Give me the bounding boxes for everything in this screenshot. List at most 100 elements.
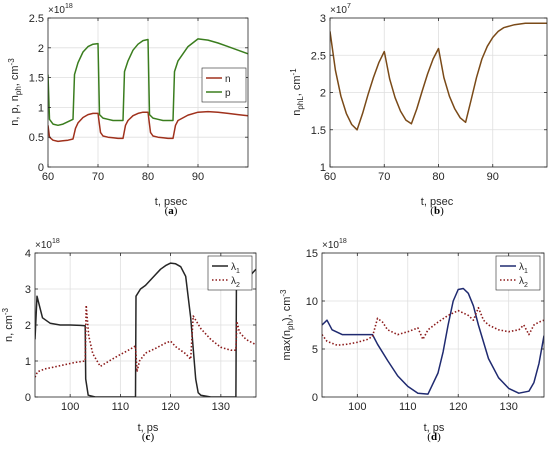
series-line-1 (35, 262, 256, 397)
panel-caption: (d) (427, 431, 441, 443)
y-tick-label: 5 (312, 344, 318, 356)
x-tick-label: 70 (378, 171, 390, 183)
y-tick-label: 1.5 (311, 125, 326, 137)
x-axis-label: t, psec (421, 196, 454, 208)
y-label-sup: -3 (1, 307, 10, 315)
x-tick-label: 60 (324, 171, 336, 183)
axis-exponent-power: 18 (52, 238, 60, 245)
panel-caption: (a) (165, 205, 178, 217)
y-tick-label: 10 (306, 296, 318, 308)
x-axis-label: t, psec (155, 196, 188, 208)
legend-label-1: λ1 (231, 262, 240, 275)
legend-subscript: 2 (236, 282, 240, 289)
y-tick-label: 2 (38, 43, 44, 55)
y-label-part: max(n (281, 330, 293, 361)
y-tick-label: 2 (25, 320, 31, 332)
y-label-part: n, cm (3, 315, 15, 342)
axis-exponent-base: ×10 (322, 240, 339, 251)
y-tick-label: 0 (38, 162, 44, 174)
caption-letter: d (431, 431, 437, 443)
axis-exponent-base: ×10 (48, 5, 65, 16)
y-label-sub: ph (14, 86, 23, 95)
series-line-2 (322, 306, 544, 346)
x-tick-label: 90 (192, 171, 204, 183)
caption-paren: ( (430, 205, 434, 217)
y-tick-label: 3 (25, 284, 31, 296)
chart-panel-d: 100 110 120 130 0 5 10 15 ×1018 t, ps max(nph), cm… (279, 238, 545, 443)
y-label-part: n (291, 110, 303, 116)
legend-symbol: λ (231, 276, 236, 287)
y-tick-label: 15 (306, 248, 318, 260)
legend-subscript: 1 (524, 268, 528, 275)
axis-exponent: ×1018 (48, 3, 73, 16)
legend-label-2: λ2 (519, 276, 528, 289)
y-tick-label: 1 (320, 162, 326, 174)
caption-paren: ( (427, 431, 431, 443)
axis-exponent: ×107 (330, 3, 351, 16)
series-line-1 (322, 287, 544, 395)
y-label-sup: -3 (279, 289, 288, 297)
x-tick-label: 110 (112, 401, 130, 413)
axis-exponent: ×1018 (35, 238, 60, 251)
legend: np (201, 67, 247, 103)
series-line-2 (48, 38, 248, 127)
y-label-sub: phL (296, 96, 305, 110)
caption-paren: ( (142, 431, 146, 443)
y-tick-label: 2.5 (29, 13, 44, 25)
x-tick-label: 80 (432, 171, 444, 183)
axis-exponent-base: ×10 (35, 240, 52, 251)
x-tick-label: 130 (500, 401, 518, 413)
caption-paren: ) (174, 205, 178, 217)
caption-paren: ( (165, 205, 169, 217)
y-tick-label: 4 (25, 248, 31, 260)
y-tick-label: 1.5 (29, 73, 44, 85)
caption-letter: c (146, 431, 151, 443)
y-tick-label: 0.5 (29, 132, 44, 144)
legend-label-1: n (225, 74, 231, 85)
y-label-sup: -3 (7, 58, 16, 66)
caption-paren: ) (150, 431, 154, 443)
x-tick-label: 130 (212, 401, 230, 413)
y-tick-label: 3 (320, 13, 326, 25)
y-axis-label: max(nph), cm-3 (279, 289, 295, 361)
caption-letter: b (434, 205, 440, 217)
panel-caption: (b) (430, 205, 444, 217)
x-tick-label: 60 (42, 171, 54, 183)
caption-letter: a (168, 205, 174, 217)
axes-box (321, 252, 545, 398)
y-tick-label: 0 (312, 392, 318, 404)
y-label-sup: -1 (289, 68, 298, 76)
x-tick-label: 120 (161, 401, 179, 413)
y-tick-label: 0 (25, 392, 31, 404)
axis-exponent-power: 7 (347, 3, 351, 10)
x-tick-label: 80 (142, 171, 154, 183)
legend-label-2: p (225, 88, 231, 99)
axis-exponent-power: 18 (65, 3, 73, 10)
x-axis-label: t, ps (424, 422, 445, 434)
legend-box (201, 67, 247, 103)
legend-symbol: λ (519, 276, 524, 287)
legend-box (495, 255, 541, 291)
legend-box (207, 255, 253, 291)
y-label-sub: ph (286, 321, 295, 330)
y-axis-label: nphL, cm-1 (289, 68, 305, 116)
axis-exponent-power: 18 (339, 238, 347, 245)
legend-symbol: λ (231, 262, 236, 273)
axis-exponent-base: ×10 (330, 5, 347, 16)
x-tick-label: 120 (449, 401, 467, 413)
y-tick-label: 1 (38, 102, 44, 114)
series-line-1 (330, 22, 547, 131)
y-tick-label: 2 (320, 88, 326, 100)
legend-subscript: 1 (236, 268, 240, 275)
legend-symbol: λ (519, 262, 524, 273)
x-axis-label: t, ps (138, 422, 159, 434)
caption-paren: ) (437, 431, 441, 443)
chart-panel-b: 60 70 80 90 1 1.5 2 2.5 3 ×107 t, psec nphL, cm-1 (b… (289, 3, 548, 217)
legend-label-2: λ2 (231, 276, 240, 289)
legend-label-1: λ1 (519, 262, 528, 275)
x-tick-label: 110 (399, 401, 417, 413)
